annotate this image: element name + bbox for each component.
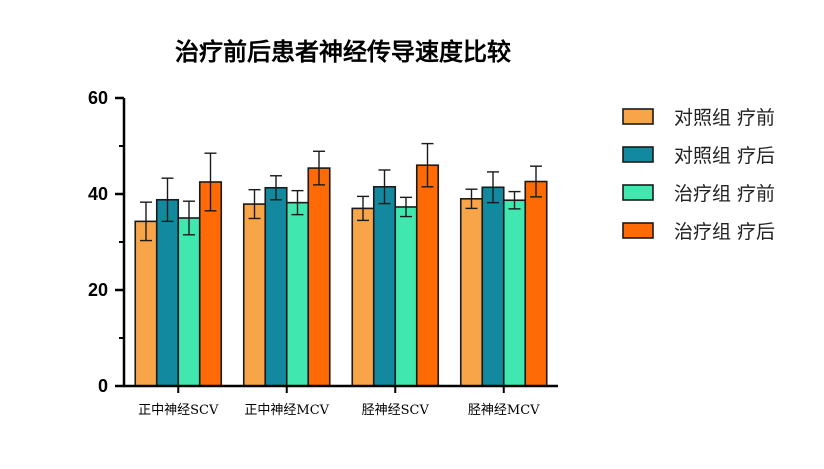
bar: [415, 164, 440, 387]
bar: [502, 199, 527, 387]
bar: [198, 181, 223, 387]
y-tick-label: 40: [88, 184, 108, 204]
y-tick-label: 0: [98, 376, 108, 396]
x-tick-label: 正中神经SCV: [138, 403, 219, 418]
legend-swatch: [622, 184, 654, 201]
legend-label: 对照组 疗后: [674, 145, 775, 167]
legend-swatch: [622, 222, 654, 239]
bar: [372, 186, 397, 387]
legend-label: 对照组 疗前: [674, 107, 775, 129]
bar: [285, 201, 310, 387]
legend-label: 治疗组 疗前: [674, 183, 775, 205]
plot-area: 正中神经SCV 正中神经MCV 胫神经SCV 胫神经MCV 0 20 40 60: [88, 88, 558, 418]
x-tick-label: 胫神经SCV: [362, 403, 430, 418]
bar: [264, 186, 288, 387]
legend-label: 治疗组 疗后: [674, 221, 775, 243]
bar: [155, 198, 180, 387]
legend-swatch: [622, 146, 654, 163]
chart-title: 治疗前后患者神经传导速度比较: [175, 38, 511, 66]
x-tick-label: 胫神经MCV: [468, 403, 540, 418]
legend-swatch: [622, 108, 654, 125]
x-tick-label: 正中神经MCV: [244, 403, 329, 418]
bar: [481, 186, 505, 387]
bar: [394, 206, 418, 387]
bar: [134, 220, 158, 387]
y-tick-label: 20: [88, 280, 108, 300]
bar: [524, 180, 548, 387]
bar: [242, 203, 267, 387]
bar: [351, 207, 375, 387]
y-tick-label: 60: [88, 88, 108, 108]
bar: [177, 217, 201, 387]
bar: [459, 198, 484, 387]
bar: [307, 167, 331, 387]
